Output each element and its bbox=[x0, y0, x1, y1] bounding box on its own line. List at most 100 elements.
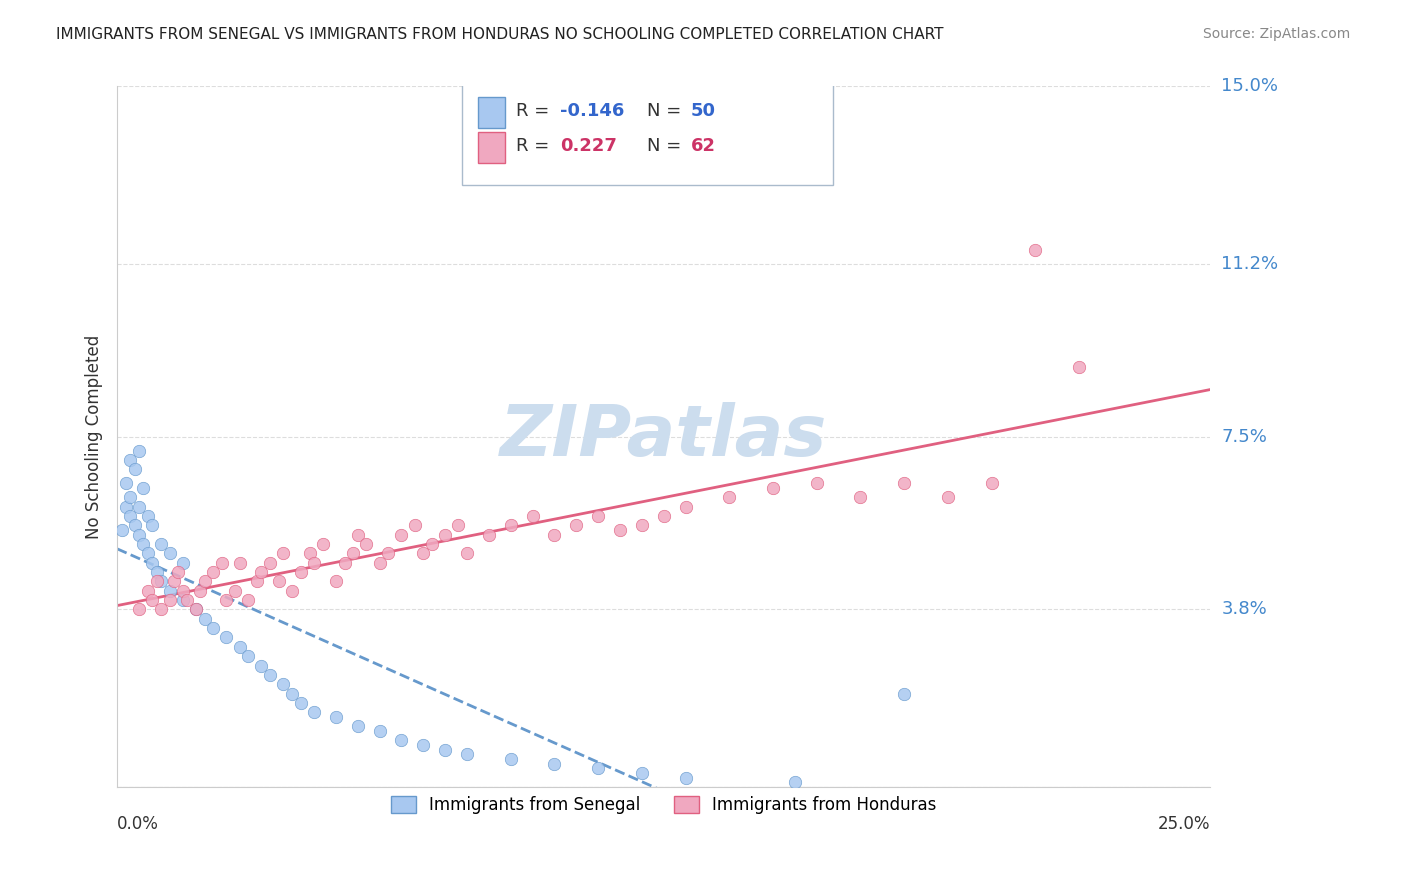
Point bbox=[115, 500, 138, 514]
Point bbox=[499, 752, 522, 766]
Point bbox=[281, 686, 304, 700]
Point bbox=[893, 686, 915, 700]
Point bbox=[145, 574, 167, 589]
Point bbox=[652, 509, 675, 524]
Point bbox=[250, 565, 273, 579]
Point bbox=[456, 546, 478, 560]
Point bbox=[159, 546, 181, 560]
Text: IMMIGRANTS FROM SENEGAL VS IMMIGRANTS FROM HONDURAS NO SCHOOLING COMPLETED CORRE: IMMIGRANTS FROM SENEGAL VS IMMIGRANTS FR… bbox=[56, 27, 943, 42]
Point bbox=[290, 696, 312, 710]
Point bbox=[290, 565, 312, 579]
Point bbox=[149, 537, 172, 551]
Point bbox=[499, 518, 522, 533]
Point bbox=[368, 723, 391, 738]
Point bbox=[325, 574, 347, 589]
Text: 25.0%: 25.0% bbox=[1157, 815, 1211, 833]
Point bbox=[298, 546, 321, 560]
Point bbox=[163, 574, 186, 589]
Point bbox=[377, 546, 399, 560]
Point bbox=[718, 491, 741, 505]
Point bbox=[202, 621, 225, 635]
Point bbox=[447, 518, 470, 533]
Point bbox=[631, 765, 654, 780]
Point bbox=[194, 612, 217, 626]
Point bbox=[936, 491, 959, 505]
Point bbox=[224, 583, 246, 598]
Text: 11.2%: 11.2% bbox=[1222, 255, 1278, 273]
Point bbox=[136, 546, 159, 560]
Point bbox=[194, 574, 217, 589]
Point bbox=[1069, 359, 1091, 374]
Point bbox=[273, 677, 295, 691]
Point bbox=[849, 491, 872, 505]
Text: -0.146: -0.146 bbox=[560, 102, 624, 120]
Point bbox=[110, 523, 132, 537]
Point bbox=[141, 593, 163, 607]
Point bbox=[172, 593, 194, 607]
Text: 50: 50 bbox=[692, 102, 716, 120]
Point bbox=[267, 574, 290, 589]
Point bbox=[238, 649, 260, 664]
Point bbox=[675, 771, 697, 785]
Point bbox=[188, 583, 211, 598]
Point bbox=[115, 476, 138, 491]
Text: N =: N = bbox=[647, 102, 688, 120]
Point bbox=[184, 602, 207, 616]
Point bbox=[145, 565, 167, 579]
Point bbox=[141, 518, 163, 533]
Point bbox=[136, 583, 159, 598]
Point bbox=[228, 640, 250, 654]
Y-axis label: No Schooling Completed: No Schooling Completed bbox=[86, 334, 103, 539]
Point bbox=[783, 775, 806, 789]
Point bbox=[389, 733, 412, 747]
Point bbox=[128, 602, 150, 616]
Point bbox=[176, 593, 198, 607]
Point bbox=[675, 500, 697, 514]
Point bbox=[762, 481, 785, 495]
Point bbox=[273, 546, 295, 560]
Point bbox=[246, 574, 269, 589]
Bar bbox=[478, 132, 505, 163]
Point bbox=[302, 705, 325, 719]
Point bbox=[141, 556, 163, 570]
Point bbox=[631, 518, 654, 533]
Point bbox=[128, 500, 150, 514]
Point bbox=[120, 453, 142, 467]
Point bbox=[586, 761, 609, 775]
Point bbox=[149, 602, 172, 616]
Point bbox=[586, 509, 609, 524]
Point bbox=[136, 509, 159, 524]
Point bbox=[215, 593, 238, 607]
Point bbox=[259, 556, 281, 570]
Point bbox=[434, 742, 457, 756]
Point bbox=[202, 565, 225, 579]
Text: N =: N = bbox=[647, 137, 688, 155]
Point bbox=[1024, 243, 1046, 257]
Text: R =: R = bbox=[516, 137, 555, 155]
Point bbox=[228, 556, 250, 570]
Point bbox=[124, 462, 146, 476]
Point bbox=[434, 527, 457, 541]
Point bbox=[167, 565, 190, 579]
Point bbox=[312, 537, 335, 551]
Text: 0.227: 0.227 bbox=[560, 137, 617, 155]
Bar bbox=[478, 97, 505, 128]
Point bbox=[211, 556, 233, 570]
Legend: Immigrants from Senegal, Immigrants from Honduras: Immigrants from Senegal, Immigrants from… bbox=[384, 789, 943, 821]
Point bbox=[342, 546, 364, 560]
Text: ZIPatlas: ZIPatlas bbox=[501, 402, 827, 471]
Point bbox=[128, 443, 150, 458]
Point bbox=[172, 556, 194, 570]
Point bbox=[565, 518, 588, 533]
Point bbox=[132, 481, 155, 495]
Point bbox=[250, 658, 273, 673]
Point bbox=[124, 518, 146, 533]
Point bbox=[149, 574, 172, 589]
Point bbox=[128, 527, 150, 541]
Point bbox=[238, 593, 260, 607]
Point bbox=[346, 719, 368, 733]
Point bbox=[172, 583, 194, 598]
Text: Source: ZipAtlas.com: Source: ZipAtlas.com bbox=[1202, 27, 1350, 41]
Point bbox=[215, 631, 238, 645]
FancyBboxPatch shape bbox=[461, 72, 834, 185]
